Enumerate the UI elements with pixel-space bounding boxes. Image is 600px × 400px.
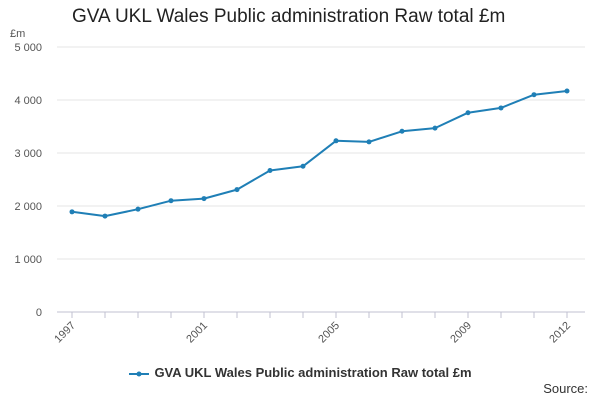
data-point: [300, 163, 306, 169]
data-point: [531, 92, 537, 98]
x-tick-label: 2012: [547, 320, 573, 346]
data-point: [465, 110, 471, 116]
data-point: [102, 213, 108, 219]
legend[interactable]: GVA UKL Wales Public administration Raw …: [0, 365, 600, 380]
y-axis-tick-labels: 0 1 000 2 000 3 000 4 000 5 000: [14, 42, 42, 319]
series-group: [69, 88, 570, 219]
series-line: [71, 90, 568, 218]
data-point: [267, 167, 273, 173]
x-axis: 1997 2001 2005 2009 2012: [52, 311, 585, 346]
y-tick-label: 4 000: [14, 95, 42, 107]
y-axis-unit-label: £m: [10, 28, 26, 40]
chart-title: GVA UKL Wales Public administration Raw …: [72, 6, 506, 27]
y-tick-label: 2 000: [14, 201, 42, 213]
y-tick-label: 5 000: [14, 42, 42, 54]
data-point: [168, 198, 174, 204]
data-point: [399, 128, 405, 134]
data-point: [333, 138, 339, 144]
legend-swatch-icon: [129, 371, 150, 377]
data-point: [432, 125, 438, 131]
x-tick-label: 2005: [316, 320, 342, 346]
y-tick-label: 3 000: [14, 148, 42, 160]
data-point: [234, 187, 240, 193]
x-tick-label: 2001: [184, 320, 210, 346]
data-point: [135, 206, 141, 212]
data-point: [498, 105, 504, 111]
data-point: [366, 139, 372, 145]
x-tick-label: 2009: [448, 320, 474, 346]
source-label: Source:: [543, 381, 588, 396]
data-point: [69, 209, 75, 215]
legend-label: GVA UKL Wales Public administration Raw …: [154, 365, 472, 380]
y-tick-label: 1 000: [14, 254, 42, 266]
data-point: [564, 88, 570, 94]
data-point: [201, 196, 207, 202]
y-tick-label: 0: [36, 307, 42, 319]
x-tick-label: 1997: [52, 320, 78, 346]
